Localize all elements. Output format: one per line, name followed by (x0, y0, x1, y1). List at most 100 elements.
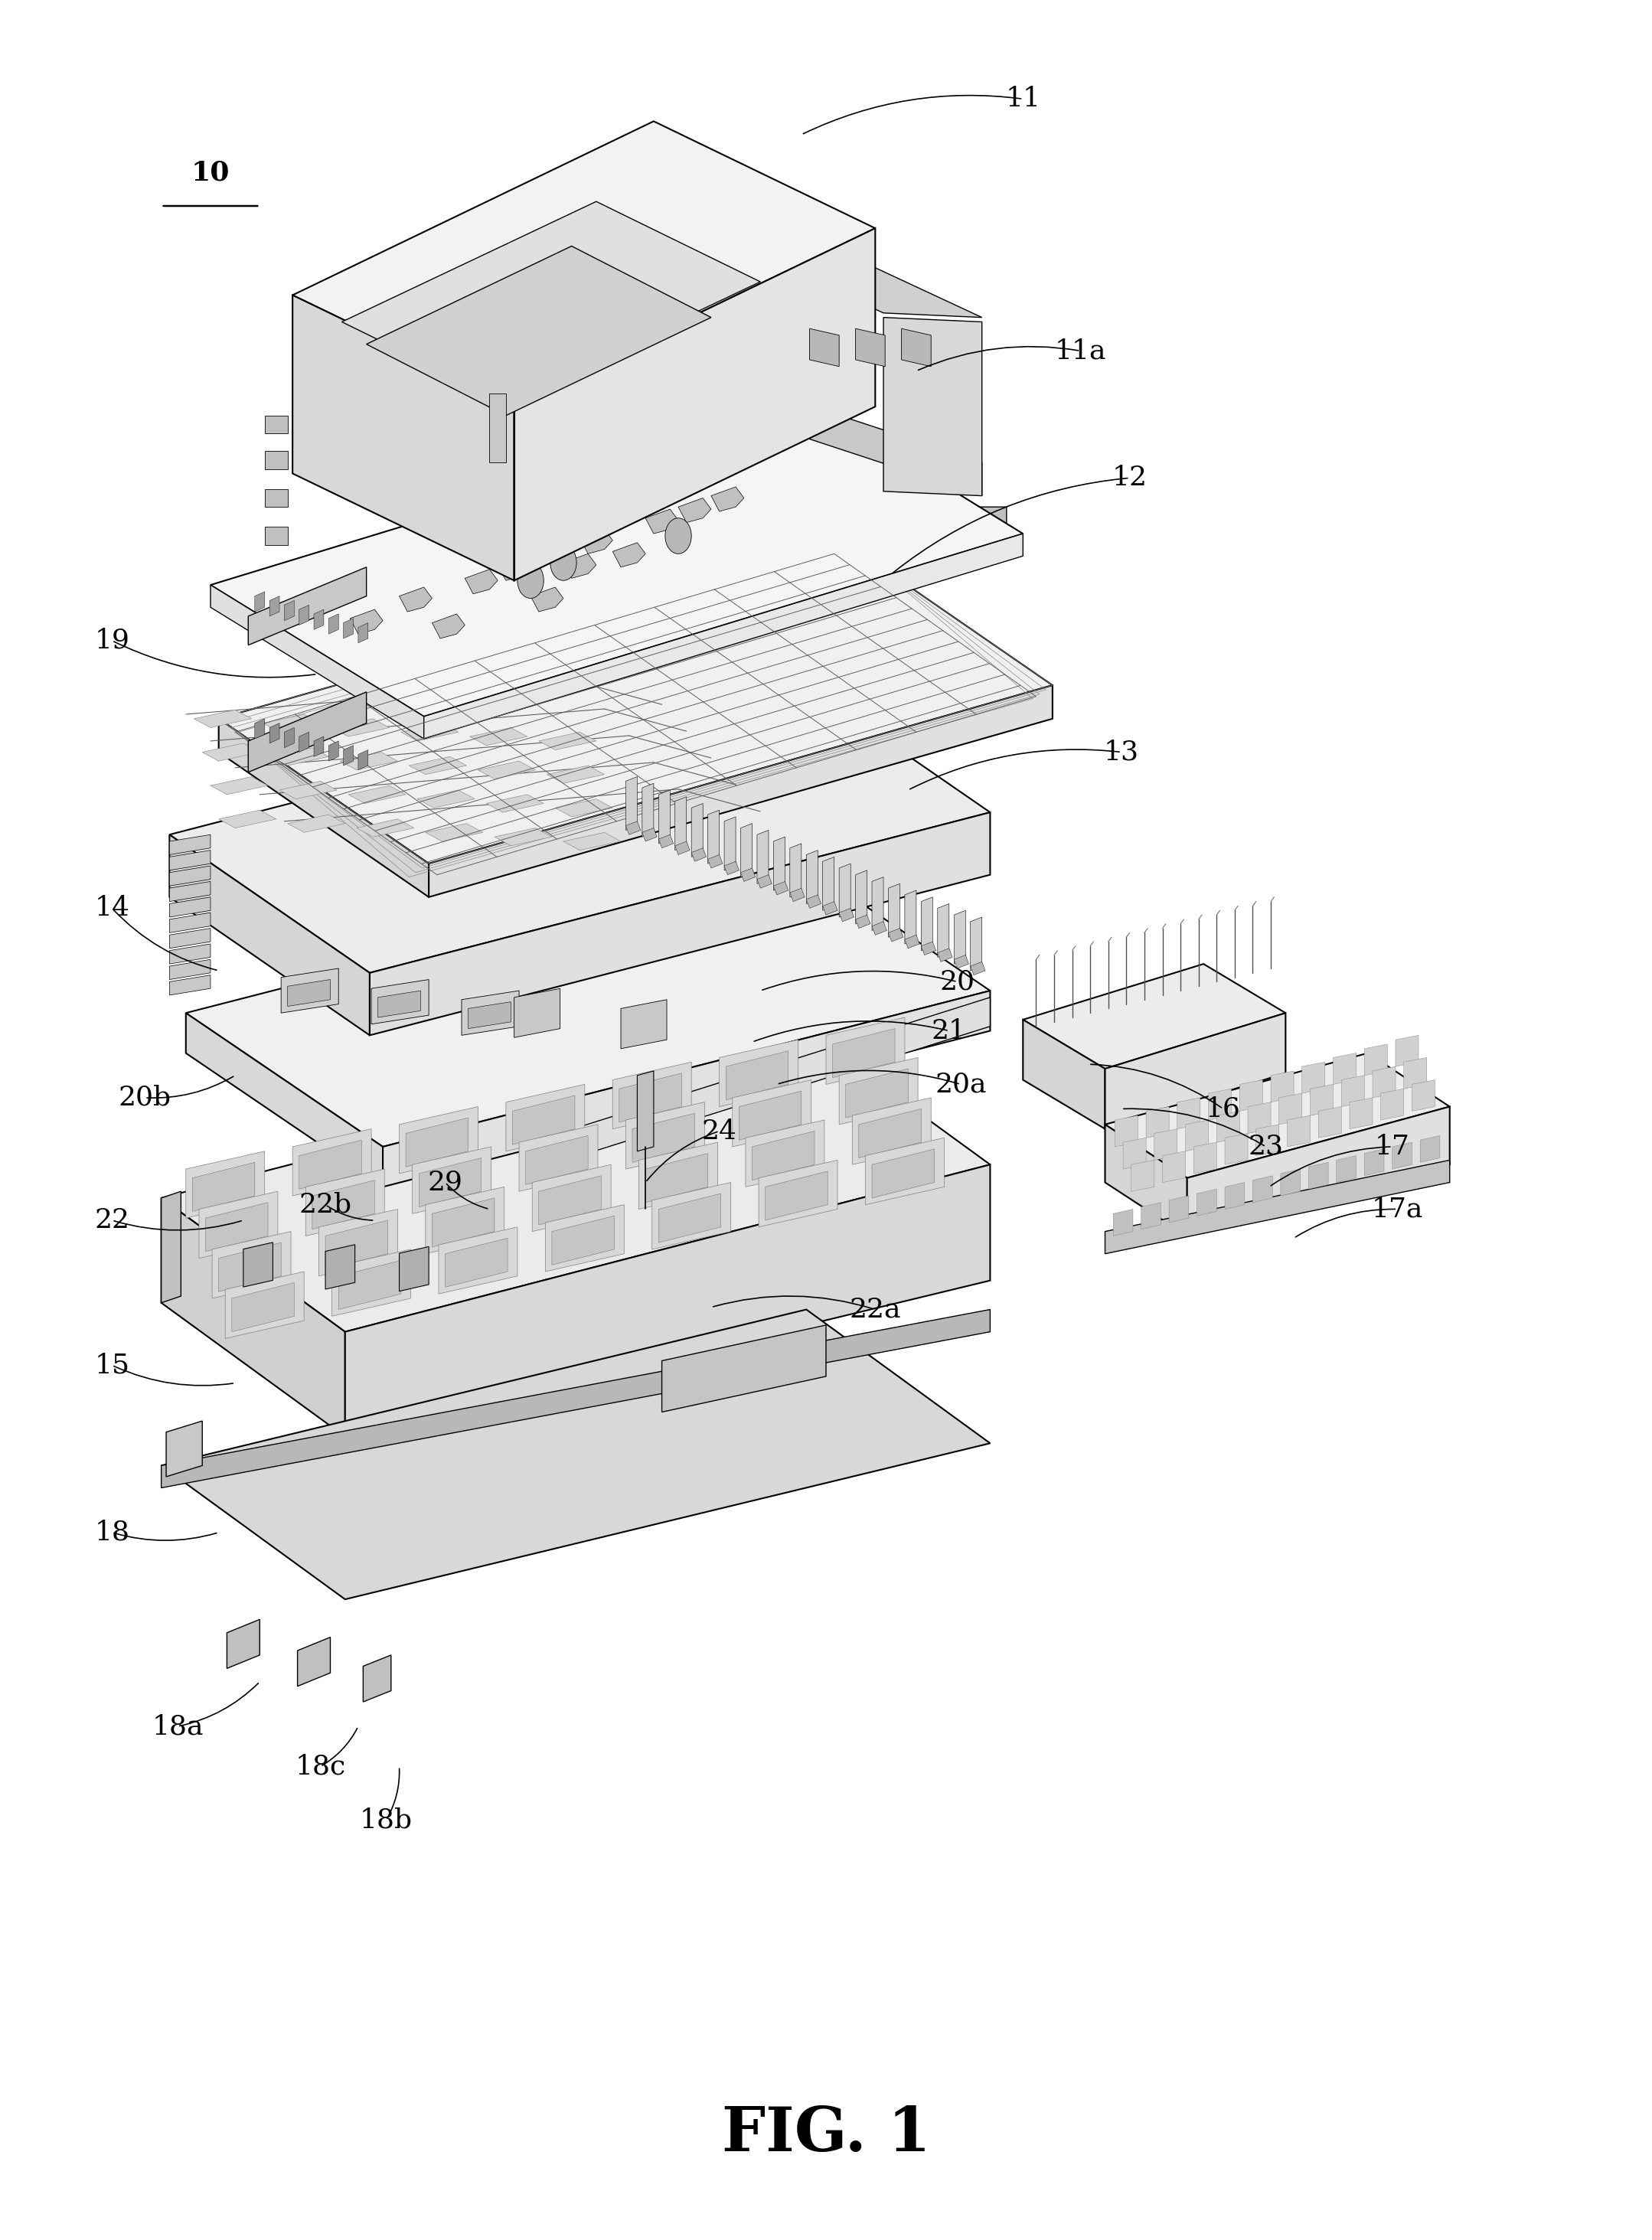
Polygon shape (905, 934, 920, 948)
Polygon shape (284, 728, 294, 748)
Polygon shape (378, 990, 421, 1017)
Polygon shape (563, 553, 596, 578)
Polygon shape (953, 909, 965, 963)
Polygon shape (646, 1154, 707, 1203)
Polygon shape (218, 811, 276, 829)
Polygon shape (1336, 1156, 1356, 1183)
Polygon shape (1279, 1093, 1302, 1124)
Polygon shape (325, 1245, 355, 1290)
Polygon shape (357, 820, 415, 838)
Polygon shape (400, 1248, 430, 1290)
Polygon shape (1270, 1071, 1294, 1102)
Polygon shape (852, 1098, 932, 1165)
Polygon shape (464, 569, 497, 594)
Polygon shape (773, 838, 785, 889)
Polygon shape (872, 878, 884, 930)
Polygon shape (198, 1192, 278, 1259)
Polygon shape (325, 1221, 388, 1270)
Polygon shape (425, 533, 1023, 739)
Polygon shape (1115, 1116, 1138, 1147)
Text: 22b: 22b (299, 1192, 352, 1219)
Polygon shape (263, 715, 320, 732)
Polygon shape (202, 744, 259, 762)
Polygon shape (1381, 1089, 1404, 1120)
Polygon shape (552, 1216, 615, 1266)
Polygon shape (653, 1183, 730, 1250)
Polygon shape (218, 540, 1052, 865)
Polygon shape (902, 329, 932, 367)
Polygon shape (826, 1017, 905, 1084)
Polygon shape (299, 732, 309, 753)
Polygon shape (269, 596, 279, 616)
Polygon shape (430, 685, 1052, 896)
Polygon shape (299, 605, 309, 625)
Polygon shape (1239, 1080, 1262, 1111)
Polygon shape (418, 791, 474, 809)
Polygon shape (281, 968, 339, 1012)
Polygon shape (806, 894, 821, 907)
Polygon shape (514, 988, 560, 1037)
Polygon shape (922, 941, 937, 954)
Polygon shape (806, 851, 818, 903)
Polygon shape (243, 1243, 273, 1288)
Text: 22: 22 (94, 1207, 129, 1234)
Text: 23: 23 (1249, 1133, 1284, 1160)
Polygon shape (539, 732, 596, 750)
Text: 20a: 20a (935, 1071, 986, 1098)
Polygon shape (1105, 1053, 1450, 1178)
Polygon shape (839, 1057, 919, 1124)
Polygon shape (626, 777, 638, 831)
Polygon shape (401, 724, 458, 741)
Polygon shape (292, 1129, 372, 1196)
Polygon shape (254, 719, 264, 739)
Polygon shape (218, 1243, 281, 1292)
Polygon shape (823, 900, 838, 914)
Polygon shape (1155, 1129, 1178, 1160)
Polygon shape (839, 907, 854, 921)
Polygon shape (170, 883, 210, 900)
Polygon shape (469, 728, 527, 746)
Polygon shape (532, 1165, 611, 1232)
Text: FIG. 1: FIG. 1 (722, 2106, 930, 2164)
Polygon shape (332, 719, 390, 737)
Text: 20: 20 (940, 968, 975, 995)
Polygon shape (659, 1194, 720, 1243)
Polygon shape (332, 1250, 411, 1317)
Polygon shape (889, 927, 904, 941)
Polygon shape (192, 1163, 254, 1212)
Polygon shape (170, 943, 210, 963)
Polygon shape (226, 1620, 259, 1669)
Polygon shape (633, 1113, 695, 1163)
Polygon shape (707, 811, 719, 865)
Polygon shape (938, 903, 950, 956)
Polygon shape (287, 979, 330, 1006)
Polygon shape (344, 746, 354, 766)
Polygon shape (1216, 1111, 1239, 1142)
Polygon shape (745, 1120, 824, 1187)
Polygon shape (205, 1203, 268, 1252)
Polygon shape (264, 450, 287, 468)
Polygon shape (1142, 1203, 1161, 1230)
Polygon shape (1396, 1035, 1419, 1066)
Text: 24: 24 (702, 1118, 737, 1145)
Polygon shape (486, 795, 544, 813)
Polygon shape (170, 959, 210, 979)
Polygon shape (823, 858, 834, 909)
Polygon shape (187, 858, 990, 1147)
Polygon shape (1247, 1102, 1270, 1133)
Polygon shape (413, 1147, 491, 1214)
Polygon shape (859, 1109, 922, 1158)
Polygon shape (872, 1149, 935, 1198)
Polygon shape (662, 1326, 826, 1411)
Polygon shape (170, 836, 370, 1035)
Polygon shape (329, 614, 339, 634)
Polygon shape (710, 486, 743, 511)
Polygon shape (1256, 1124, 1279, 1156)
Polygon shape (339, 1261, 401, 1310)
Polygon shape (856, 329, 885, 367)
Polygon shape (707, 856, 722, 869)
Polygon shape (162, 1198, 345, 1436)
Polygon shape (1023, 1019, 1105, 1129)
Polygon shape (468, 1001, 510, 1028)
Text: 21: 21 (932, 1017, 966, 1044)
